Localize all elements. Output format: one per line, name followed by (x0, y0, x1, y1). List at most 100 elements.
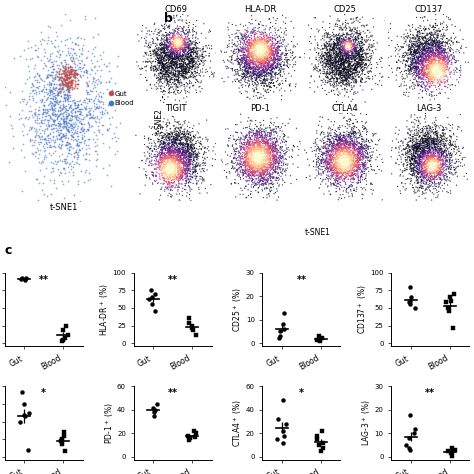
Point (246, 39, 254, 46)
Point (189, 55, 196, 63)
Point (456, 111, 464, 118)
Point (252, 168, 259, 175)
Point (457, 64, 465, 72)
Point (342, 36, 349, 44)
Point (165, 56, 173, 64)
Point (259, 156, 267, 164)
Point (49, 164, 56, 172)
Point (281, 52, 288, 59)
Point (426, 146, 433, 154)
Point (260, 63, 267, 70)
Point (336, 24, 343, 32)
Point (181, 131, 188, 138)
Point (85, 114, 93, 121)
Point (141, 49, 149, 56)
Point (341, 168, 348, 175)
Point (413, 140, 421, 147)
Point (178, 155, 185, 162)
Point (326, 137, 334, 145)
Point (168, 174, 176, 182)
Point (74, 135, 82, 143)
Point (181, 170, 189, 177)
Point (60, 69, 68, 76)
Point (185, 60, 193, 67)
Point (429, 156, 437, 164)
Point (333, 49, 341, 56)
Point (252, 80, 259, 87)
Point (442, 39, 450, 46)
Point (327, 54, 334, 62)
Point (432, 158, 440, 165)
Point (260, 56, 267, 64)
Point (432, 129, 440, 137)
Point (90, 102, 98, 110)
Point (251, 170, 259, 177)
Point (408, 82, 415, 90)
Point (237, 100, 244, 108)
Point (240, 73, 247, 81)
Point (321, 66, 328, 73)
Point (31, 41, 39, 48)
Point (146, 81, 154, 89)
Point (261, 50, 268, 57)
Point (253, 39, 260, 47)
Point (170, 35, 178, 42)
Point (60, 67, 68, 75)
Point (254, 147, 261, 155)
Point (21, 168, 29, 175)
Point (318, 155, 326, 163)
Point (182, 38, 189, 46)
Point (244, 69, 251, 77)
Point (342, 144, 350, 152)
Point (434, 146, 442, 153)
Point (170, 32, 177, 39)
Point (251, 132, 259, 140)
Point (249, 143, 257, 150)
Point (337, 67, 345, 74)
Point (441, 172, 448, 180)
Point (320, 139, 328, 147)
Point (334, 141, 341, 149)
Point (414, 55, 422, 63)
Point (170, 122, 178, 130)
Point (162, 163, 170, 170)
Point (413, 165, 421, 173)
Point (417, 153, 425, 161)
Point (413, 69, 421, 77)
Point (428, 128, 436, 135)
Point (187, 146, 195, 153)
Point (259, 42, 267, 50)
Point (256, 68, 264, 76)
Point (325, 164, 332, 172)
Point (353, 14, 360, 21)
Point (342, 66, 350, 73)
Point (166, 131, 173, 138)
Point (421, 43, 428, 50)
Point (250, 144, 257, 152)
Point (282, 168, 289, 176)
Point (170, 133, 178, 140)
Point (239, 43, 246, 50)
Point (406, 138, 413, 146)
Point (55, 141, 63, 148)
Point (271, 82, 278, 90)
Point (258, 66, 266, 73)
Point (258, 41, 265, 49)
Point (239, 74, 246, 82)
Point (245, 62, 253, 69)
Point (266, 46, 274, 54)
Point (240, 45, 248, 52)
Point (182, 63, 189, 71)
Point (324, 128, 332, 136)
Point (182, 165, 190, 173)
Point (434, 39, 442, 47)
Point (338, 172, 346, 179)
Point (327, 65, 335, 73)
Point (165, 57, 173, 64)
Point (273, 156, 280, 164)
Point (167, 151, 174, 158)
Point (431, 178, 438, 185)
Point (46, 143, 54, 150)
Point (265, 150, 273, 157)
Point (351, 187, 358, 194)
